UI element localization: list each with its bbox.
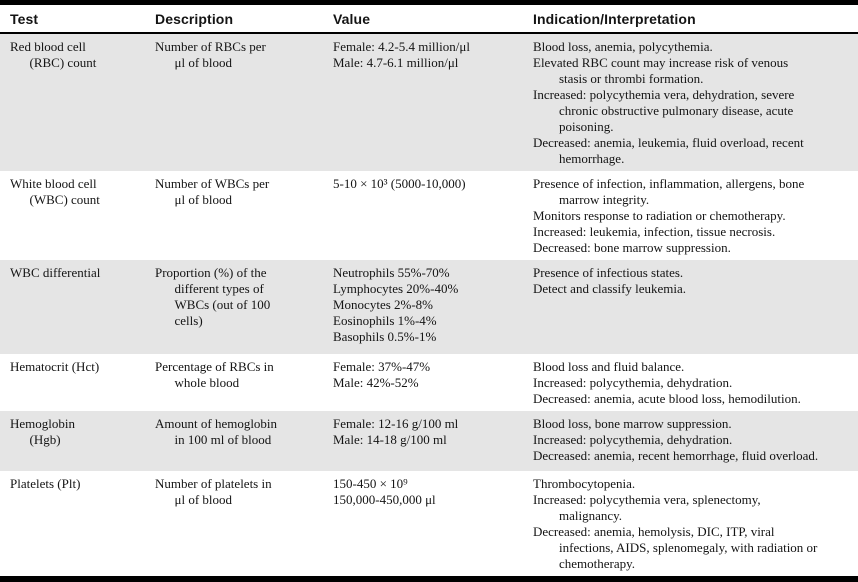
- column-header-description: Description: [155, 11, 234, 27]
- table-row-hematocrit: Hematocrit (Hct) Percentage of RBCs in w…: [0, 354, 858, 411]
- cell-description: Number of WBCs per μl of blood: [155, 176, 270, 207]
- table-row-rbc-count: Red blood cell (RBC) count Number of RBC…: [0, 34, 858, 171]
- cell-test: WBC differential: [10, 265, 101, 280]
- table-row-platelets: Platelets (Plt) Number of platelets in μ…: [0, 471, 858, 576]
- cell-value: Female: 12-16 g/100 ml Male: 14-18 g/100 …: [333, 416, 459, 447]
- cell-description: Amount of hemoglobin in 100 ml of blood: [155, 416, 278, 447]
- cell-indication: Blood loss, bone marrow suppression. Incr…: [533, 416, 819, 463]
- cell-test: Hematocrit (Hct): [10, 359, 100, 374]
- column-header-value: Value: [333, 11, 371, 27]
- cell-indication: Presence of infection, inflammation, all…: [533, 176, 805, 255]
- cell-value: Female: 4.2-5.4 million/μl Male: 4.7-6.1 …: [333, 39, 470, 70]
- table-row-wbc-differential: WBC differential Proportion (%) of the d…: [0, 260, 858, 354]
- cell-test: Hemoglobin (Hgb): [10, 416, 75, 447]
- cell-value: 150-450 × 10⁹ 150,000-450,000 μl: [333, 476, 436, 507]
- cell-description: Number of RBCs per μl of blood: [155, 39, 266, 70]
- cell-description: Percentage of RBCs in whole blood: [155, 359, 274, 390]
- cell-value: Neutrophils 55%-70% Lymphocytes 20%-40% Mo…: [333, 265, 459, 344]
- cell-indication: Presence of infectious states. Detect and…: [533, 265, 687, 296]
- cell-test: Red blood cell (RBC) count: [10, 39, 97, 70]
- cell-test: Platelets (Plt): [10, 476, 81, 491]
- column-header-test: Test: [10, 11, 39, 27]
- cell-indication: Blood loss and fluid balance. Increased: …: [533, 359, 801, 406]
- column-header-indication: Indication/Interpretation: [533, 11, 696, 27]
- cell-test: White blood cell (WBC) count: [10, 176, 100, 207]
- table-row-wbc-count: White blood cell (WBC) count Number of W…: [0, 171, 858, 260]
- table-header-row: Test Description Value Indication/Interp…: [0, 5, 858, 34]
- cell-indication: Blood loss, anemia, polycythemia. Elevate…: [533, 39, 804, 166]
- cell-description: Proportion (%) of the different types of…: [155, 265, 271, 328]
- cell-value: Female: 37%-47% Male: 42%-52%: [333, 359, 431, 390]
- cell-indication: Thrombocytopenia. Increased: polycythemia…: [533, 476, 818, 571]
- cell-description: Number of platelets in μl of blood: [155, 476, 272, 507]
- cell-value: 5-10 × 10³ (5000-10,000): [333, 176, 466, 191]
- table-row-hemoglobin: Hemoglobin (Hgb) Amount of hemoglobin in…: [0, 411, 858, 471]
